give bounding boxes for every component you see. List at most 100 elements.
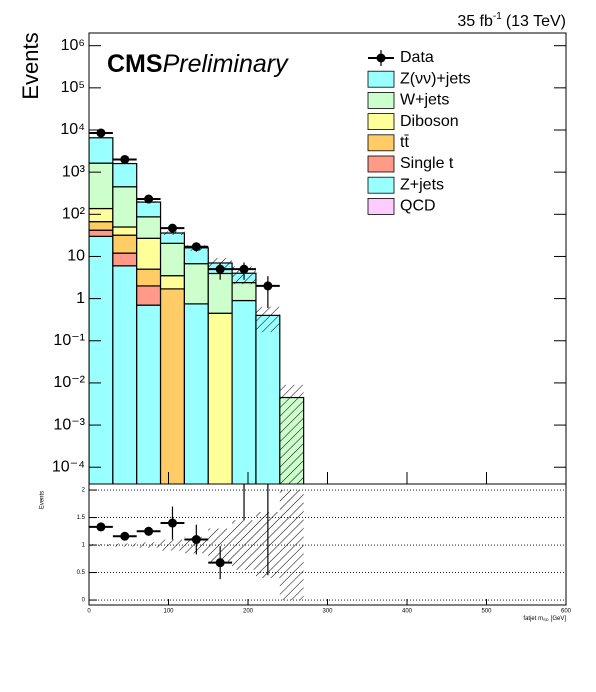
stack-segment (112, 234, 138, 254)
stack-segment (89, 162, 114, 210)
stack-segment (112, 226, 138, 236)
x-tick-label: 0 (87, 609, 91, 615)
lumi-sup: -1 (493, 11, 502, 22)
x-tick-label: 400 (402, 609, 413, 615)
y-tick-label: 10⁻³ (53, 416, 85, 433)
ratio-y-tick-label: 2 (82, 488, 86, 494)
legend-label: Diboson (400, 113, 459, 130)
data-point (96, 128, 106, 138)
mc-uncertainty (255, 306, 280, 333)
x-tick-label: 200 (243, 609, 254, 615)
legend-label: Z(νν)+jets (400, 70, 471, 87)
x-tick-label: 600 (561, 609, 572, 615)
ratio-uncertainty (136, 542, 161, 548)
x-label-sub: SD (543, 617, 549, 622)
mc-uncertainty (89, 137, 113, 139)
ratio-plot (89, 484, 566, 601)
stack-segment (112, 186, 138, 228)
ratio-uncertainty (208, 528, 233, 562)
ratio-y-tick-label: 0 (82, 598, 86, 604)
data-point (191, 535, 201, 545)
legend-swatch (367, 70, 395, 88)
stack-segment (136, 216, 162, 239)
stack-segment (89, 221, 114, 231)
ratio-uncertainty (279, 490, 304, 601)
legend-data-marker (376, 53, 386, 63)
stack-segment (159, 275, 186, 290)
y-axis-label: Events (18, 32, 43, 99)
data-point (144, 194, 154, 204)
stack-segment (136, 237, 162, 270)
y-tick-label: 10⁶ (61, 37, 85, 54)
experiment: CMS (107, 50, 163, 78)
data-point (96, 522, 106, 532)
data-point (167, 223, 177, 233)
ratio-y-tick-label: 0.5 (77, 570, 86, 576)
y-tick-label: 10⁴ (60, 121, 85, 138)
y-tick-label: 10⁻⁴ (52, 458, 85, 475)
legend-label: QCD (400, 198, 436, 215)
x-tick-label: 100 (163, 609, 174, 615)
ratio-uncertainty (160, 539, 185, 551)
legend-label: Single t (400, 155, 454, 172)
legend-swatch (367, 134, 395, 152)
legend-label: tt̄ (400, 134, 409, 151)
stack-segment (89, 229, 114, 237)
stack-segment (231, 281, 257, 302)
stack-segment (183, 263, 209, 305)
x-axis-label: fatjet mSD [GeV] (523, 616, 566, 622)
data-point (191, 242, 201, 252)
y-tick-label: 10³ (62, 163, 86, 180)
ratio-uncertainty (232, 520, 256, 570)
data-point (215, 264, 225, 274)
stack-segment (136, 285, 162, 306)
x-label: fatjet m (523, 616, 543, 622)
lumi: 35 fb (457, 13, 493, 30)
stack-segment (136, 201, 162, 218)
legend-swatch (367, 113, 395, 130)
ratio-y-tick-label: 1.5 (77, 515, 86, 521)
mc-uncertainty (160, 231, 185, 235)
data-point (120, 154, 130, 164)
ratio-y-label: Events (40, 491, 46, 509)
legend-swatch (367, 92, 395, 109)
ratio-uncertainty (89, 543, 113, 547)
status: Preliminary (163, 50, 290, 78)
data-point (167, 518, 177, 528)
legend-swatch (367, 176, 395, 194)
stack-segment (112, 252, 138, 267)
legend-swatch (367, 155, 395, 173)
mc-uncertainty (279, 384, 304, 484)
stack-segment (159, 242, 186, 277)
data-point (215, 558, 225, 568)
stack-segment (112, 162, 138, 188)
data-point (120, 531, 130, 541)
axes: 10⁶ 10⁵ 10⁴ 10³ 10² 10 1 10⁻¹ 10⁻² 10⁻³ 10⁻⁴ 0 0.5 1 1… (52, 37, 572, 615)
legend-label: Data (400, 49, 434, 66)
data-point (239, 264, 249, 274)
data-point (263, 281, 273, 291)
y-tick-label: 10² (62, 206, 86, 223)
main-plot (89, 128, 305, 484)
legend-label: W+jets (400, 92, 449, 109)
legend-swatch (367, 197, 395, 215)
ratio-uncertainty (112, 543, 137, 547)
y-tick-label: 1 (76, 290, 85, 307)
ratio-frame (88, 483, 567, 606)
stack-segment (89, 207, 114, 223)
stack-segment (136, 268, 162, 287)
data-point (144, 526, 154, 536)
cms-label: CMSPreliminary (107, 50, 289, 78)
stack-segment (89, 137, 114, 164)
x-tick-label: 500 (481, 609, 492, 615)
legend-label: Z+jets (400, 176, 444, 193)
x-tick-label: 300 (322, 609, 333, 615)
y-tick-label: 10⁻¹ (53, 332, 85, 349)
y-tick-label: 10⁵ (61, 79, 85, 96)
y-tick-label: 10⁻² (53, 374, 85, 391)
lumi-label: 35 fb-1 (13 TeV) (457, 11, 566, 31)
y-tick-label: 10 (67, 248, 85, 265)
energy: (13 TeV) (506, 13, 566, 30)
x-label-unit: [GeV] (551, 616, 567, 622)
